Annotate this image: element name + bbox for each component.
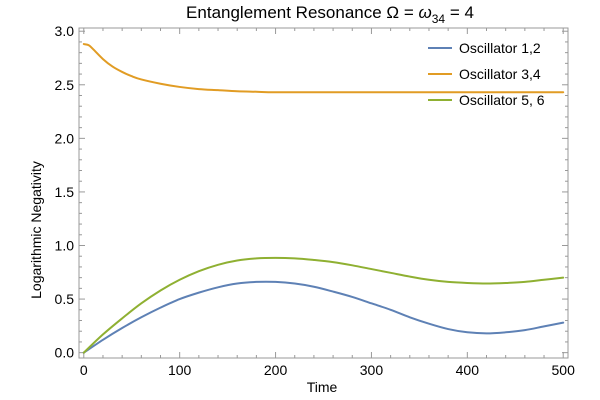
x-tick-label: 0 — [80, 362, 88, 378]
series-line-2 — [82, 43, 565, 94]
y-tick-label: 2.5 — [55, 77, 75, 93]
chart-title: Entanglement Resonance Ω = ω34 = 4 — [186, 3, 474, 26]
ticks-layer: 0 100 200 300 400 500 0.0 0.5 1.0 1.5 2.0 2.5 3.0 — [55, 23, 576, 378]
chart-title-suffix: = 4 — [445, 3, 474, 22]
x-tick-label: 200 — [264, 362, 288, 378]
chart-title-prefix: Entanglement Resonance Ω = — [186, 3, 418, 22]
series-line-3 — [82, 256, 565, 354]
y-tick-label: 2.0 — [55, 130, 75, 146]
x-tick-label: 100 — [168, 362, 192, 378]
x-tick-label: 300 — [360, 362, 384, 378]
y-axis-label: Logarithmic Negativity — [28, 161, 44, 299]
legend: Oscillator 1,2 Oscillator 3,4 Oscillator 5… — [428, 40, 545, 108]
series-line-1 — [82, 280, 565, 354]
legend-label-2: Oscillator 3,4 — [459, 66, 541, 82]
chart-title-subscript: 34 — [432, 12, 446, 26]
plot-frame — [78, 27, 569, 359]
legend-label-3: Oscillator 5, 6 — [459, 92, 545, 108]
y-tick-label: 3.0 — [55, 23, 75, 39]
y-tick-label: 1.5 — [55, 184, 75, 200]
x-tick-label: 400 — [456, 362, 480, 378]
chart-title-omega: ω — [419, 3, 432, 22]
y-tick-label: 0.0 — [55, 345, 75, 361]
series-layer — [82, 43, 565, 354]
y-tick-label: 0.5 — [55, 291, 75, 307]
x-axis-label: Time — [307, 379, 338, 395]
y-tick-label: 1.0 — [55, 238, 75, 254]
x-tick-label: 500 — [552, 362, 576, 378]
legend-label-1: Oscillator 1,2 — [459, 40, 541, 56]
